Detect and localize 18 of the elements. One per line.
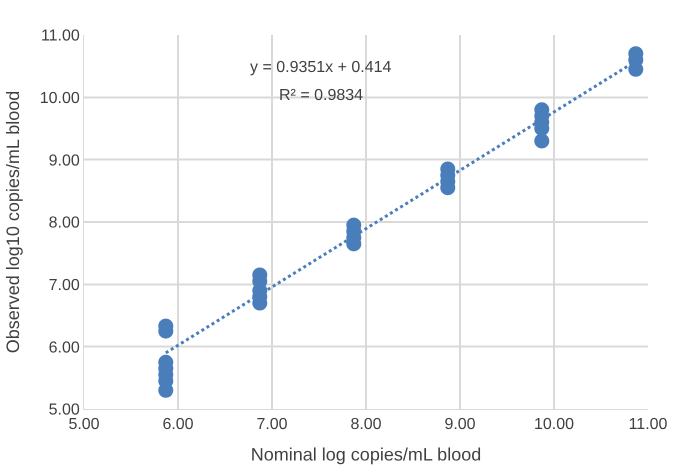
- y-tick-label: 5.00: [48, 402, 80, 419]
- x-tick-label: 11.00: [628, 416, 668, 434]
- x-axis-title: Nominal log copies/mL blood: [250, 444, 482, 464]
- x-tick-label: 6.00: [162, 416, 194, 434]
- annotation: y = 0.9351x + 0.414: [250, 59, 392, 76]
- x-tick-label: 9.00: [444, 416, 476, 434]
- y-tick-label: 11.00: [40, 28, 80, 45]
- x-tick-label: 10.00: [534, 416, 574, 434]
- y-tick-label: 8.00: [48, 214, 80, 232]
- x-tick-label: 7.00: [256, 416, 288, 434]
- y-tick-label: 10.00: [40, 90, 80, 107]
- y-tick-label: 9.00: [48, 152, 80, 170]
- x-tick-label: 5.00: [68, 416, 100, 434]
- y-tick-label: 6.00: [48, 339, 80, 356]
- x-tick-label: 8.00: [350, 416, 382, 434]
- y-axis-title: Observed log10 copies/mL blood: [2, 90, 23, 354]
- annotation: R² = 0.9834: [279, 87, 364, 104]
- y-tick-label: 7.00: [48, 276, 80, 294]
